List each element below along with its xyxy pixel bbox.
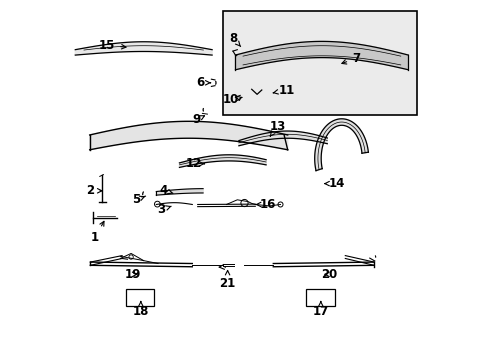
Polygon shape: [75, 42, 212, 55]
Text: 5: 5: [132, 193, 144, 206]
Bar: [125, 289, 154, 306]
Polygon shape: [156, 189, 203, 195]
Text: 8: 8: [229, 32, 240, 46]
Polygon shape: [89, 121, 287, 150]
Bar: [223, 11, 416, 115]
Text: 14: 14: [324, 177, 344, 190]
Polygon shape: [314, 119, 367, 171]
Text: 16: 16: [256, 198, 275, 211]
Polygon shape: [235, 41, 407, 70]
Polygon shape: [239, 131, 326, 146]
Text: 19: 19: [124, 268, 141, 281]
Text: 12: 12: [185, 157, 204, 170]
Text: 10: 10: [222, 93, 242, 106]
Text: 9: 9: [192, 113, 204, 126]
Text: 2: 2: [86, 184, 102, 197]
Text: 20: 20: [321, 268, 337, 281]
Text: 7: 7: [341, 52, 360, 65]
Bar: [306, 289, 335, 306]
Text: 17: 17: [312, 302, 328, 318]
Text: 1: 1: [91, 221, 104, 244]
Text: 4: 4: [159, 184, 173, 197]
Polygon shape: [179, 155, 265, 167]
Text: 15: 15: [99, 39, 126, 52]
Text: 18: 18: [132, 302, 149, 318]
Text: 3: 3: [157, 203, 171, 216]
Text: 21: 21: [219, 270, 235, 290]
Text: 11: 11: [273, 84, 294, 96]
Text: 13: 13: [269, 120, 285, 136]
Text: 6: 6: [196, 76, 210, 89]
